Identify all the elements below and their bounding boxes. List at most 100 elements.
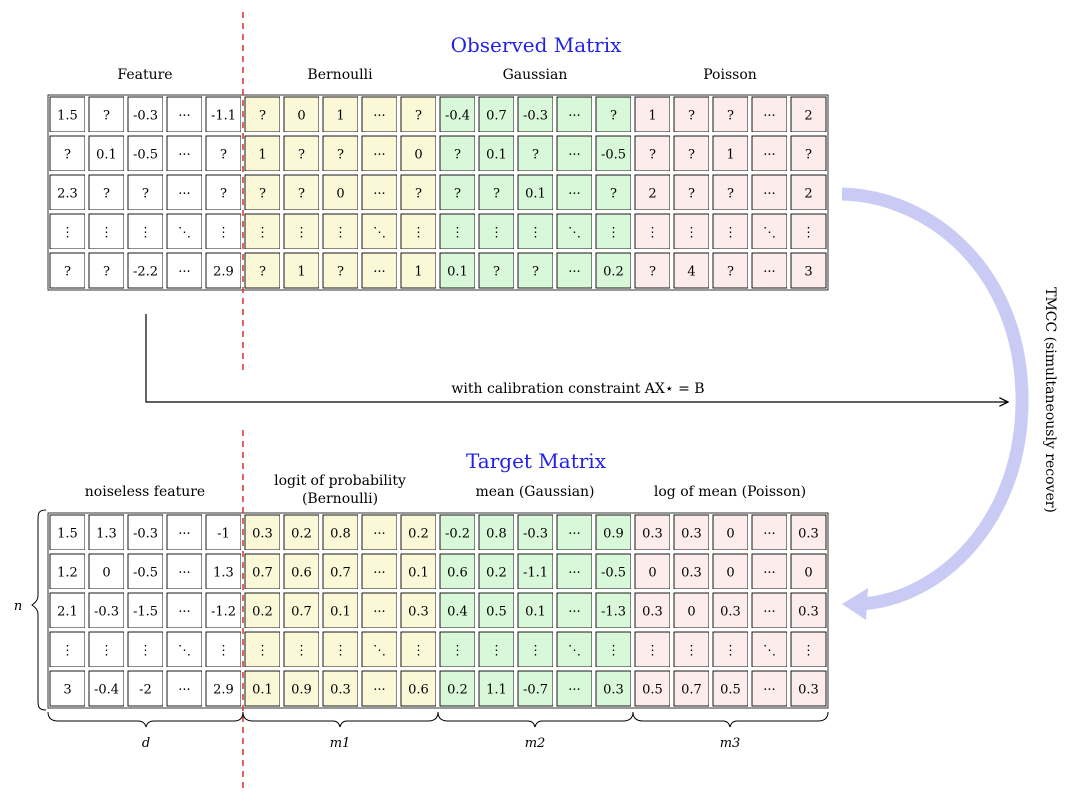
target-cell-value: ··· bbox=[178, 683, 190, 698]
observed-cell-value: ? bbox=[727, 187, 734, 202]
target-cell-value: -0.3 bbox=[523, 527, 548, 542]
target-cell-value: ⋮ bbox=[529, 644, 542, 659]
target-cell-bg bbox=[553, 550, 596, 593]
target-cell-value: 0.7 bbox=[330, 566, 351, 581]
dim-label-m2: m2 bbox=[525, 736, 546, 751]
target-cell-value: 0 bbox=[804, 566, 812, 581]
observed-cell-value: ··· bbox=[763, 148, 775, 163]
target-cell-value: ··· bbox=[178, 566, 190, 581]
target-cell-bg bbox=[241, 550, 284, 593]
observed-cell-value: -2.2 bbox=[133, 265, 158, 280]
target-cell-value: 0.9 bbox=[603, 527, 624, 542]
observed-cell-value: ⋮ bbox=[802, 226, 815, 241]
target-cell-value: ··· bbox=[763, 566, 775, 581]
target-cell-value: 0.2 bbox=[408, 527, 429, 542]
target-cell-value: -0.4 bbox=[94, 683, 119, 698]
observed-cell-value: 0.1 bbox=[96, 148, 117, 163]
target-header-bernoulli-line1: logit of probability bbox=[274, 473, 406, 489]
target-cell-value: ⋮ bbox=[724, 644, 737, 659]
target-cell-value: -2 bbox=[139, 683, 152, 698]
target-cell-value: ··· bbox=[763, 683, 775, 698]
target-cell-value: ⋮ bbox=[646, 644, 659, 659]
observed-cell-value: ⋮ bbox=[61, 226, 74, 241]
observed-cell-value: 1 bbox=[648, 109, 656, 124]
dim-label-d: d bbox=[142, 736, 150, 751]
observed-cell-value: ? bbox=[649, 148, 656, 163]
target-cell-bg bbox=[358, 667, 401, 710]
target-cell-value: 0.6 bbox=[291, 566, 312, 581]
observed-cell-value: 4 bbox=[687, 265, 695, 280]
target-cell-bg bbox=[787, 589, 830, 632]
calibration-arrow bbox=[145, 314, 1008, 402]
target-cell-value: 0.5 bbox=[486, 605, 507, 620]
tmcc-curved-arrow bbox=[841, 187, 1029, 611]
target-cell-value: 0.3 bbox=[720, 605, 741, 620]
target-cell-value: 0.5 bbox=[720, 683, 741, 698]
observed-cell-bg bbox=[670, 210, 713, 253]
observed-cell-value: ? bbox=[727, 109, 734, 124]
target-cell-value: 0.1 bbox=[330, 605, 351, 620]
target-cell-bg bbox=[124, 628, 167, 671]
target-cell-value: 0.6 bbox=[408, 683, 429, 698]
observed-cell-value: ? bbox=[64, 265, 71, 280]
observed-cell-value: ⋮ bbox=[217, 226, 230, 241]
target-cell-value: 0.3 bbox=[408, 605, 429, 620]
observed-header-bernoulli: Bernoulli bbox=[307, 67, 373, 83]
observed-cell-value: ? bbox=[103, 265, 110, 280]
observed-cell-value: ? bbox=[142, 187, 149, 202]
observed-cell-value: -0.3 bbox=[133, 109, 158, 124]
target-cell-value: 0.3 bbox=[330, 683, 351, 698]
target-cell-value: 0.3 bbox=[642, 527, 663, 542]
observed-cell-value: -0.4 bbox=[445, 109, 470, 124]
observed-cell-value: ? bbox=[493, 265, 500, 280]
target-cell-value: ⋮ bbox=[490, 644, 503, 659]
observed-cell-value: ⋮ bbox=[256, 226, 269, 241]
target-cell-value: 0.3 bbox=[642, 605, 663, 620]
observed-cell-value: ? bbox=[610, 109, 617, 124]
observed-cell-bg bbox=[748, 210, 791, 253]
observed-cell-value: 0.1 bbox=[447, 265, 468, 280]
observed-cell-value: ? bbox=[259, 187, 266, 202]
target-header-feature: noiseless feature bbox=[85, 484, 205, 500]
target-cell-value: ⋱ bbox=[373, 644, 386, 659]
observed-cell-value: 0 bbox=[414, 148, 422, 163]
observed-cell-value: 2.9 bbox=[213, 265, 234, 280]
observed-cell-value: ? bbox=[415, 109, 422, 124]
target-cell-value: ⋱ bbox=[763, 644, 776, 659]
observed-cell-value: ⋮ bbox=[139, 226, 152, 241]
target-cell-value: ··· bbox=[373, 683, 385, 698]
target-cell-value: ⋮ bbox=[451, 644, 464, 659]
observed-matrix-title: Observed Matrix bbox=[451, 33, 623, 57]
target-cell-value: ··· bbox=[568, 683, 580, 698]
target-cell-bg bbox=[436, 511, 479, 554]
target-cell-bg bbox=[124, 667, 167, 710]
observed-cell-value: 1 bbox=[726, 148, 734, 163]
target-cell-value: ⋮ bbox=[139, 644, 152, 659]
observed-cell-bg bbox=[475, 210, 518, 253]
observed-cell-value: ⋮ bbox=[490, 226, 503, 241]
observed-cell-value: 0.1 bbox=[486, 148, 507, 163]
observed-cell-value: ? bbox=[337, 148, 344, 163]
observed-outline bbox=[47, 94, 829, 291]
observed-cell-value: ? bbox=[610, 187, 617, 202]
target-cell-bg bbox=[124, 589, 167, 632]
observed-cell-border bbox=[790, 252, 827, 289]
observed-cell-value: 0.1 bbox=[525, 187, 546, 202]
target-cell-value: -0.5 bbox=[601, 566, 626, 581]
target-cell-value: -1.3 bbox=[601, 605, 626, 620]
brace-m1 bbox=[242, 711, 439, 728]
target-header-poisson: log of mean (Poisson) bbox=[654, 484, 806, 500]
target-cell-value: 0.7 bbox=[252, 566, 273, 581]
target-cell-value: 0 bbox=[102, 566, 110, 581]
observed-cell-value: ? bbox=[688, 187, 695, 202]
target-cell-border bbox=[790, 670, 827, 707]
tmcc-label: TMCC (simultaneously recover) bbox=[1042, 287, 1058, 513]
observed-cell-value: ··· bbox=[178, 187, 190, 202]
observed-cell-value: ⋱ bbox=[178, 226, 191, 241]
observed-cell-value: ? bbox=[454, 187, 461, 202]
observed-cell-value: 0.7 bbox=[486, 109, 507, 124]
observed-cell-value: ? bbox=[805, 148, 812, 163]
tmcc-arrowhead bbox=[842, 588, 868, 620]
target-cell-bg bbox=[319, 589, 362, 632]
